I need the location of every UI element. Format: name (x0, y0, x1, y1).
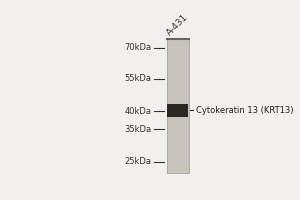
Bar (167, 104, 188, 117)
Text: 40kDa: 40kDa (124, 107, 152, 116)
Text: 70kDa: 70kDa (124, 43, 152, 52)
Text: 55kDa: 55kDa (124, 74, 152, 83)
Text: 25kDa: 25kDa (124, 157, 152, 166)
Text: 35kDa: 35kDa (124, 125, 152, 134)
Text: Cytokeratin 13 (KRT13): Cytokeratin 13 (KRT13) (196, 106, 293, 115)
Text: A-431: A-431 (164, 12, 190, 37)
Bar (167, 39, 189, 173)
